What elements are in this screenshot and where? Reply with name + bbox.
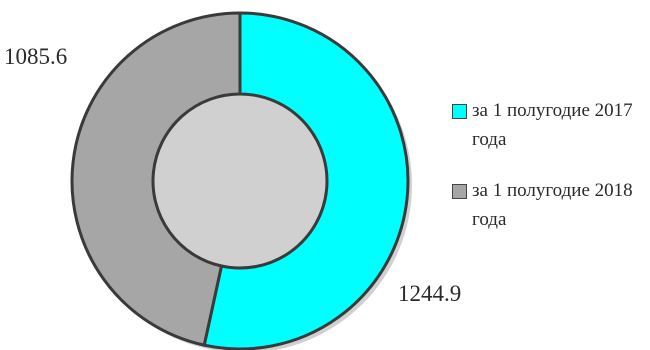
legend-entry-2018: за 1 полугодие 2018 года (452, 176, 650, 234)
legend-entry-2017: за 1 полугодие 2017 года (452, 96, 650, 154)
slice-2017 (202, 11, 410, 350)
legend-label-2018: за 1 полугодие 2018 года (472, 180, 633, 230)
data-label-2017: 1244.9 (398, 281, 462, 306)
slice-2018 (70, 11, 242, 347)
data-label-2018: 1085.6 (4, 44, 68, 69)
legend-swatch-2017 (452, 104, 467, 119)
legend: за 1 полугодие 2017 года за 1 полугодие … (452, 96, 650, 256)
legend-label-2017: за 1 полугодие 2017 года (472, 100, 633, 150)
legend-swatch-2018 (452, 184, 467, 199)
